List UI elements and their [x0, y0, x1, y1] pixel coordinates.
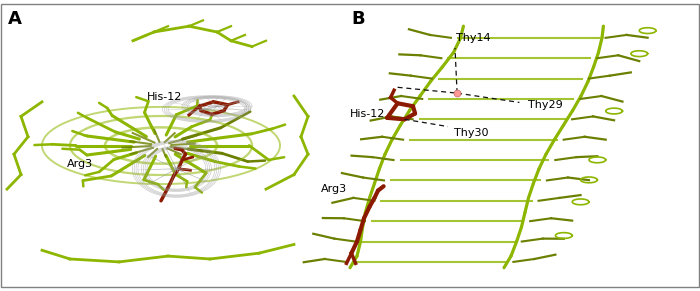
Text: Arg3: Arg3	[66, 159, 92, 169]
Text: B: B	[351, 10, 365, 28]
Text: Thy30: Thy30	[454, 128, 488, 138]
Text: A: A	[8, 10, 22, 28]
Text: His-12: His-12	[350, 109, 386, 119]
Text: His-12: His-12	[147, 93, 183, 102]
Text: Thy14: Thy14	[456, 33, 490, 43]
Text: Arg3: Arg3	[321, 184, 347, 194]
Text: Thy29: Thy29	[528, 100, 564, 110]
